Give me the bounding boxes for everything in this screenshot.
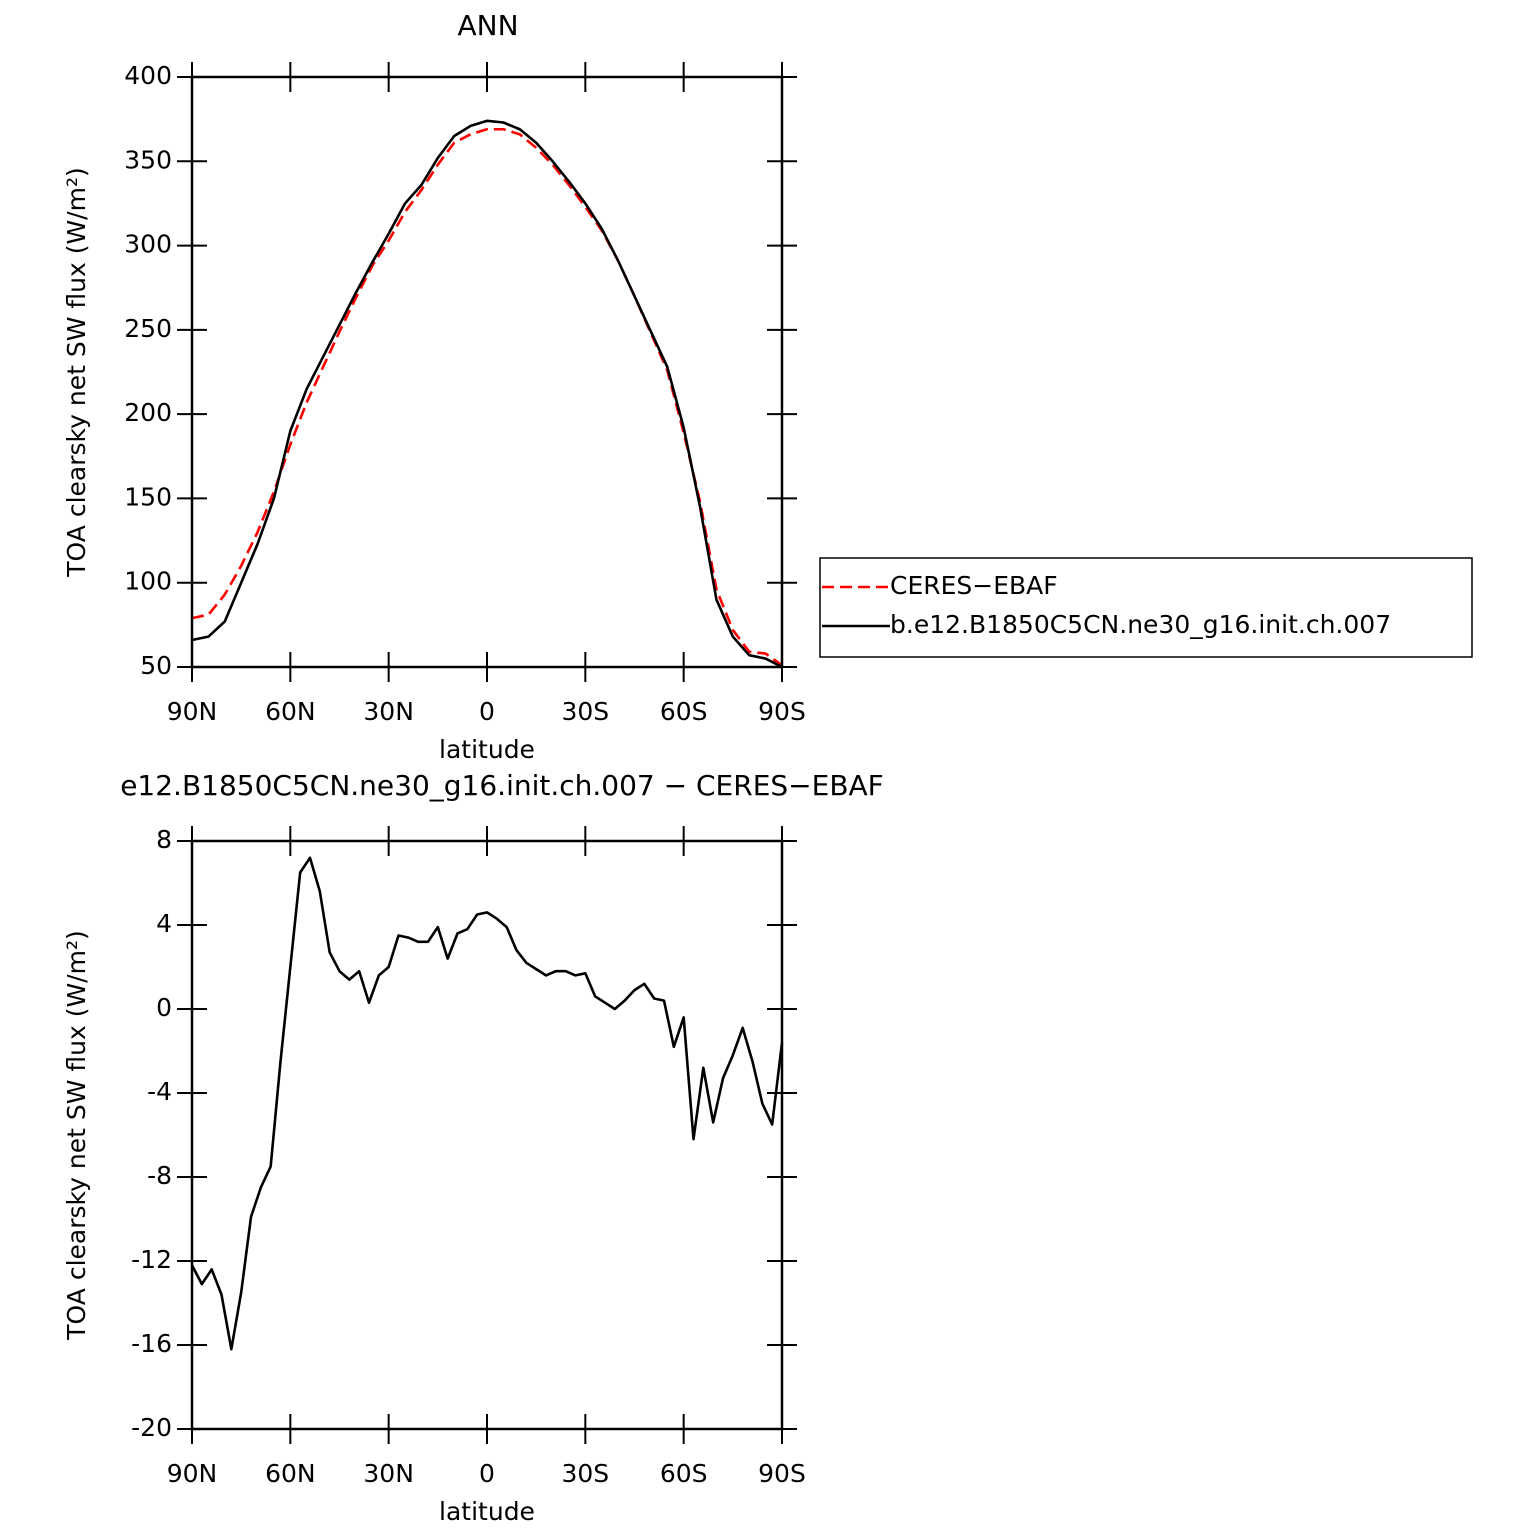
y-tick-label: 4 bbox=[156, 909, 172, 938]
y-tick-label: -20 bbox=[131, 1413, 172, 1442]
y-tick-label: 400 bbox=[124, 61, 172, 90]
legend-box bbox=[819, 557, 1473, 658]
x-tick-label: 90N bbox=[167, 1459, 218, 1488]
y-tick-label: 200 bbox=[124, 398, 172, 427]
legend-label: b.e12.B1850C5CN.ne30_g16.init.ch.007 bbox=[890, 610, 1391, 639]
y-tick-label: -4 bbox=[147, 1077, 172, 1106]
y-tick-label: 150 bbox=[124, 482, 172, 511]
data-line bbox=[191, 127, 783, 667]
x-tick-label: 60N bbox=[265, 1459, 316, 1488]
y-tick-label: 350 bbox=[124, 145, 172, 174]
x-tick-label: 90S bbox=[758, 697, 806, 726]
x-tick-label: 30S bbox=[561, 1459, 609, 1488]
plot-frame bbox=[190, 839, 784, 1431]
y-tick-label: -12 bbox=[131, 1245, 172, 1274]
y-tick-label: -8 bbox=[147, 1161, 172, 1190]
data-line bbox=[191, 119, 783, 669]
x-tick-label: 30N bbox=[363, 1459, 414, 1488]
x-tick-label: 30N bbox=[363, 697, 414, 726]
y-tick-label: 100 bbox=[124, 567, 172, 596]
legend-label: CERES−EBAF bbox=[890, 571, 1058, 600]
x-tick-label: 60S bbox=[660, 1459, 708, 1488]
x-tick-label: 0 bbox=[479, 1459, 495, 1488]
x-tick-label: 60N bbox=[265, 697, 316, 726]
y-tick-label: -16 bbox=[131, 1329, 172, 1358]
y-axis-label: TOA clearsky net SW flux (W/m²) bbox=[62, 930, 91, 1340]
x-tick-label: 30S bbox=[561, 697, 609, 726]
x-axis-label: latitude bbox=[439, 1497, 535, 1526]
data-line bbox=[190, 856, 784, 1351]
x-tick-label: 90S bbox=[758, 1459, 806, 1488]
plot-frame bbox=[190, 75, 784, 669]
chart-title: e12.B1850C5CN.ne30_g16.init.ch.007 − CER… bbox=[120, 769, 884, 802]
chart-title: ANN bbox=[457, 9, 518, 42]
x-tick-label: 0 bbox=[479, 697, 495, 726]
y-axis-label: TOA clearsky net SW flux (W/m²) bbox=[62, 167, 91, 577]
y-tick-label: 0 bbox=[156, 993, 172, 1022]
y-tick-label: 50 bbox=[140, 651, 172, 680]
x-tick-label: 60S bbox=[660, 697, 708, 726]
x-axis-label: latitude bbox=[439, 735, 535, 764]
x-tick-label: 90N bbox=[167, 697, 218, 726]
y-tick-label: 8 bbox=[156, 825, 172, 854]
y-tick-label: 250 bbox=[124, 314, 172, 343]
y-tick-label: 300 bbox=[124, 230, 172, 259]
